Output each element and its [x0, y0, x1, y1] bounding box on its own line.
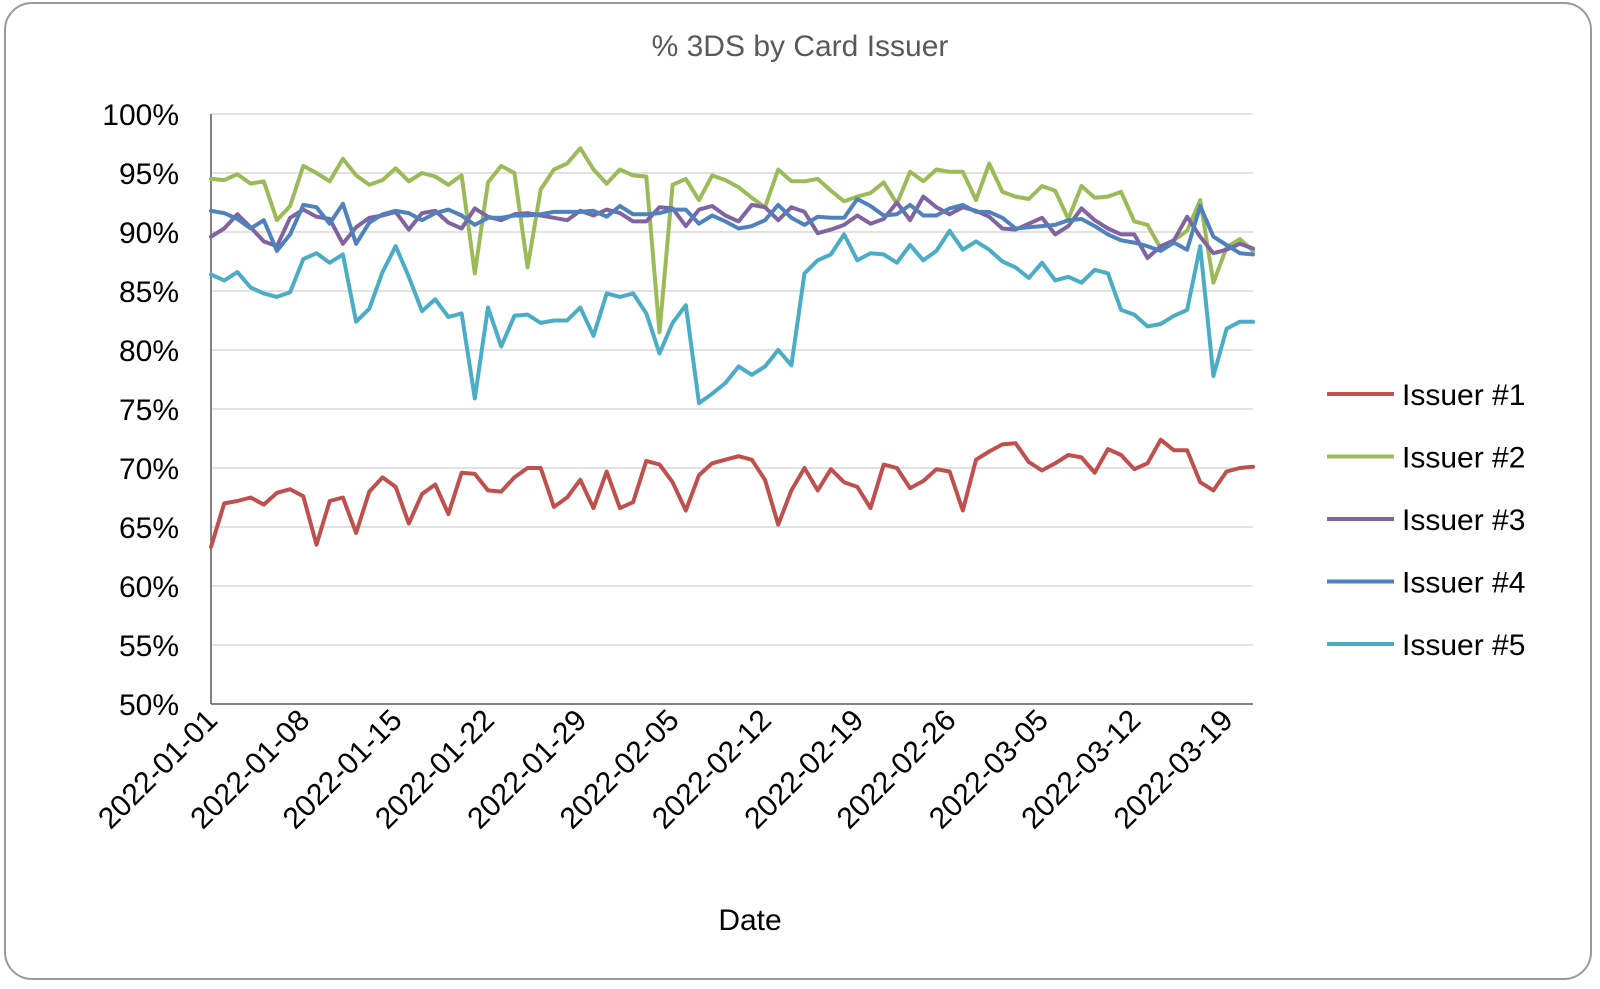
y-tick-label: 70% [119, 453, 179, 486]
legend-label: Issuer #1 [1402, 379, 1525, 412]
y-tick-label: 95% [119, 158, 179, 191]
y-tick-label: 100% [102, 99, 179, 132]
chart-title: % 3DS by Card Issuer [651, 30, 949, 63]
series-line-4 [209, 197, 1255, 257]
x-axis-label: Date [718, 904, 782, 937]
y-tick-label: 60% [119, 571, 179, 604]
legend-label: Issuer #5 [1402, 629, 1525, 662]
series-line-1 [209, 437, 1255, 550]
y-tick-label: 50% [119, 689, 179, 722]
legend-label: Issuer #3 [1402, 504, 1525, 537]
series-line-5 [209, 228, 1255, 406]
series-line-2 [209, 146, 1255, 335]
legend-label: Issuer #2 [1402, 442, 1525, 475]
y-tick-label: 55% [119, 630, 179, 663]
y-tick-label: 85% [119, 276, 179, 309]
legend-label: Issuer #4 [1402, 567, 1525, 600]
chart-frame [4, 2, 1592, 980]
y-tick-label: 90% [119, 217, 179, 250]
y-tick-label: 75% [119, 394, 179, 427]
y-tick-label: 80% [119, 335, 179, 368]
y-tick-label: 65% [119, 512, 179, 545]
